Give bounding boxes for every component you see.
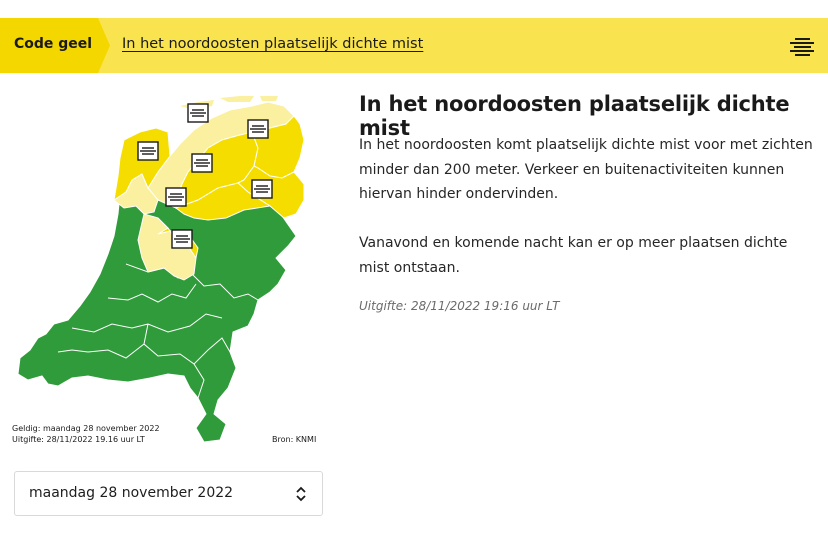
fog-icon	[247, 119, 269, 139]
fog-icon	[191, 153, 213, 173]
date-select[interactable]: maandag 28 november 2022	[14, 471, 323, 516]
chevron-up-down-icon	[296, 486, 306, 502]
warning-level-label: Code geel	[14, 36, 93, 52]
date-select-value: maandag 28 november 2022	[29, 485, 234, 501]
map-region-light-yellow	[220, 96, 254, 102]
warning-map: Geldig: maandag 28 november 2022 Uitgift…	[8, 88, 326, 450]
map-source-caption: Bron: KNMI	[272, 435, 317, 444]
fog-icon	[187, 103, 209, 123]
map-region-yellow	[174, 182, 272, 221]
warning-outlook: Vanavond en komende nacht kan er op meer…	[359, 235, 788, 276]
map-region-light-yellow	[260, 96, 278, 101]
map-region-green	[17, 175, 297, 443]
netherlands-map	[17, 96, 305, 443]
warning-title-link[interactable]: In het noordoosten plaatselijk dichte mi…	[122, 36, 424, 52]
warning-level-badge: Code geel	[0, 18, 110, 73]
fog-lines-icon[interactable]	[786, 35, 816, 57]
fog-icon	[171, 229, 193, 249]
warning-heading: In het noordoosten plaatselijk dichte mi…	[359, 92, 790, 140]
map-valid-caption: Geldig: maandag 28 november 2022	[12, 424, 160, 433]
warning-description: In het noordoosten komt plaatselijk dich…	[359, 137, 813, 202]
fog-icon	[251, 179, 273, 199]
map-issued-caption: Uitgifte: 28/11/2022 19.16 uur LT	[12, 435, 145, 444]
fog-icon	[165, 187, 187, 207]
warning-issued-time: Uitgifte: 28/11/2022 19:16 uur LT	[359, 299, 560, 313]
warning-banner: Code geel In het noordoosten plaatselijk…	[0, 18, 828, 73]
fog-icon	[137, 141, 159, 161]
